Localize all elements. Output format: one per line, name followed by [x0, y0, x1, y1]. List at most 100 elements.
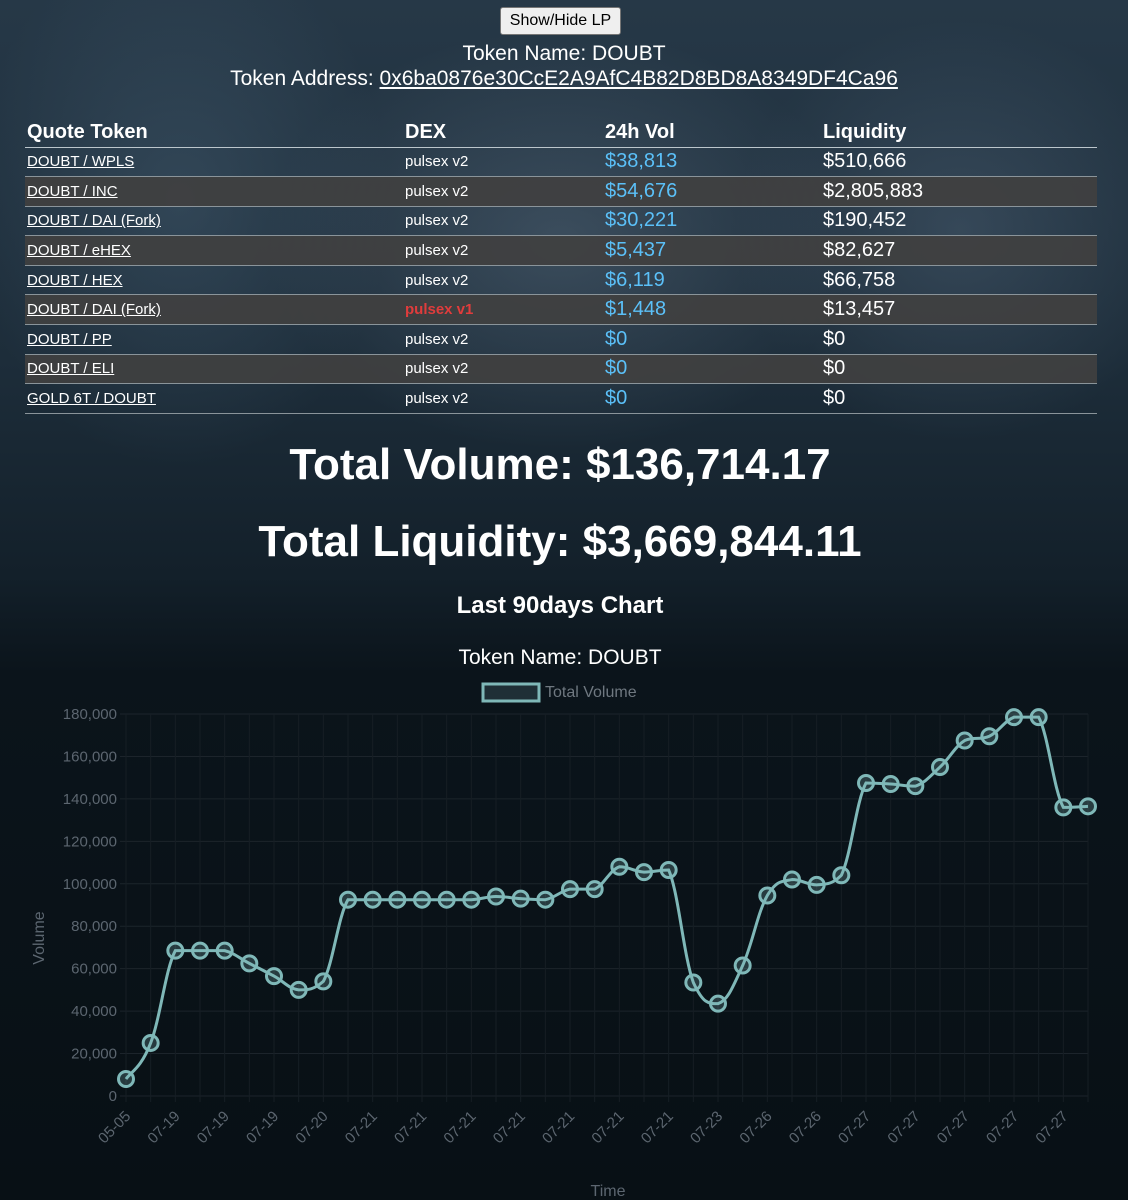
x-tick-label: 07-21 [440, 1108, 479, 1147]
data-point[interactable] [462, 890, 481, 909]
volume-cell: $0 [603, 354, 821, 385]
volume-points [117, 708, 1097, 1089]
x-tick-label: 07-27 [835, 1108, 874, 1147]
table-row: DOUBT / HEX pulsex v2 $6,119 $66,758 [25, 265, 1097, 296]
data-point[interactable] [881, 775, 900, 794]
data-point[interactable] [980, 727, 999, 746]
data-point[interactable] [635, 863, 653, 882]
liquidity-cell: $82,627 [821, 235, 1097, 266]
pair-link[interactable]: DOUBT / DAI (Fork) [27, 301, 161, 319]
data-point[interactable] [1079, 797, 1097, 816]
data-point[interactable] [117, 1070, 135, 1089]
data-point[interactable] [906, 777, 925, 796]
pair-link[interactable]: DOUBT / WPLS [27, 153, 135, 171]
data-point[interactable] [733, 956, 752, 975]
data-point[interactable] [659, 860, 678, 879]
dex-cell: pulsex v2 [403, 383, 603, 414]
data-point[interactable] [807, 875, 826, 894]
data-point[interactable] [955, 731, 974, 750]
chart-heading: Last 90days Chart [456, 592, 664, 619]
data-point[interactable] [437, 890, 456, 909]
data-point[interactable] [215, 941, 234, 960]
data-point[interactable] [610, 857, 629, 876]
total-volume: Total Volume: $136,714.17 [289, 440, 831, 489]
data-point[interactable] [240, 954, 259, 973]
data-point[interactable] [289, 980, 308, 999]
data-point[interactable] [758, 886, 777, 905]
dex-cell: pulsex v1 [403, 294, 603, 326]
data-point[interactable] [363, 890, 382, 909]
x-axis-title: Time [591, 1183, 626, 1200]
pair-cell: DOUBT / eHEX [25, 235, 403, 266]
dex-cell: pulsex v2 [403, 235, 603, 266]
pair-link[interactable]: DOUBT / ELI [27, 360, 115, 378]
y-tick-label: 80,000 [71, 918, 117, 935]
x-tick-label: 07-26 [786, 1108, 825, 1147]
data-point[interactable] [265, 967, 283, 986]
dex-cell: pulsex v2 [403, 206, 603, 237]
chart-grid [120, 713, 1089, 1102]
pair-link[interactable]: DOUBT / eHEX [27, 242, 131, 260]
y-tick-label: 100,000 [63, 876, 117, 893]
y-tick-label: 0 [109, 1088, 117, 1105]
pair-link[interactable]: DOUBT / DAI (Fork) [27, 212, 161, 230]
x-tick-label: 07-19 [243, 1108, 282, 1147]
data-point[interactable] [1054, 798, 1073, 817]
data-point[interactable] [413, 890, 431, 909]
show-hide-lp-button[interactable]: Show/Hide LP [500, 7, 621, 35]
y-tick-label: 60,000 [71, 961, 117, 978]
volume-cell: $0 [603, 383, 821, 414]
data-point[interactable] [1005, 708, 1023, 727]
data-point[interactable] [166, 941, 185, 960]
volume-cell: $5,437 [603, 235, 821, 266]
data-point[interactable] [832, 866, 851, 885]
y-axis-title: Volume [31, 911, 48, 964]
liquidity-cell: $0 [821, 324, 1097, 355]
data-point[interactable] [585, 880, 604, 899]
y-tick-label: 120,000 [63, 833, 117, 850]
liquidity-cell: $66,758 [821, 265, 1097, 296]
data-point[interactable] [536, 890, 555, 909]
header-dex: DEX [403, 118, 603, 148]
token-address: Token Address: 0x6ba0876e30CcE2A9AfC4B82… [0, 67, 1128, 91]
data-point[interactable] [857, 773, 875, 792]
x-tick-label: 07-27 [934, 1108, 973, 1147]
pair-link[interactable]: DOUBT / INC [27, 182, 118, 200]
volume-cell: $38,813 [603, 147, 821, 178]
token-address-link[interactable]: 0x6ba0876e30CcE2A9AfC4B82D8BD8A8349DF4Ca… [379, 67, 898, 90]
x-tick-label: 07-21 [342, 1108, 381, 1147]
data-point[interactable] [1029, 708, 1048, 727]
data-point[interactable] [141, 1033, 160, 1052]
data-point[interactable] [388, 890, 407, 909]
token-address-prefix: Token Address: [230, 67, 380, 90]
data-point[interactable] [783, 870, 801, 889]
liquidity-cell: $0 [821, 383, 1097, 414]
x-tick-label: 07-26 [736, 1108, 775, 1147]
x-tick-label: 07-27 [983, 1108, 1022, 1147]
x-tick-label: 05-05 [95, 1108, 134, 1147]
data-point[interactable] [511, 889, 530, 908]
volume-cell: $1,448 [603, 294, 821, 326]
table-row: DOUBT / PP pulsex v2 $0 $0 [25, 324, 1097, 355]
table-row: GOLD 6T / DOUBT pulsex v2 $0 $0 [25, 383, 1097, 414]
table-row: DOUBT / ELI pulsex v2 $0 $0 [25, 354, 1097, 385]
data-point[interactable] [561, 880, 579, 899]
data-point[interactable] [339, 890, 357, 909]
x-tick-label: 07-19 [194, 1108, 233, 1147]
x-tick-label: 07-21 [539, 1108, 578, 1147]
chart-legend[interactable]: Total Volume [481, 682, 637, 703]
y-tick-label: 20,000 [71, 1046, 117, 1063]
header-quote-token: Quote Token [25, 118, 403, 148]
lp-table: Quote Token DEX 24h Vol Liquidity DOUBT … [25, 118, 1097, 414]
data-point[interactable] [314, 972, 333, 991]
y-tick-label: 140,000 [63, 791, 117, 808]
pair-link[interactable]: GOLD 6T / DOUBT [27, 390, 156, 408]
data-point[interactable] [191, 941, 209, 960]
data-point[interactable] [487, 887, 505, 906]
data-point[interactable] [931, 758, 949, 777]
pair-link[interactable]: DOUBT / PP [27, 330, 112, 348]
data-point[interactable] [684, 973, 703, 992]
x-tick-label: 07-20 [292, 1108, 331, 1147]
data-point[interactable] [709, 994, 727, 1013]
pair-link[interactable]: DOUBT / HEX [27, 271, 123, 289]
